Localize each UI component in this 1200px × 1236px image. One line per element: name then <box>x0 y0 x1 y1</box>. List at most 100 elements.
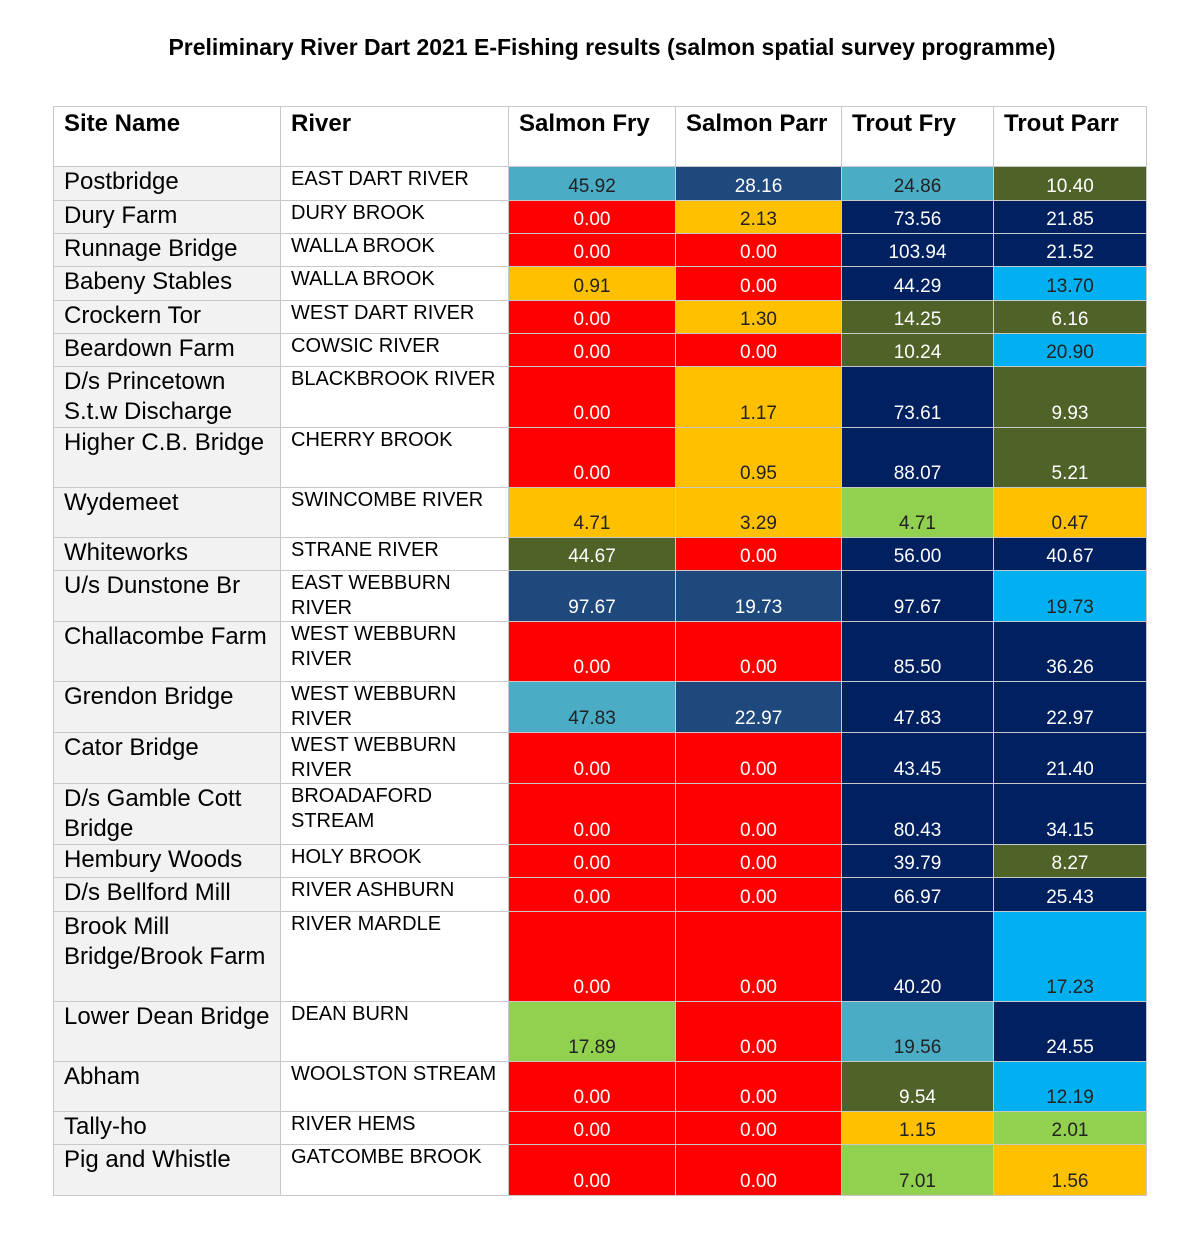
river-name: WOOLSTON STREAM <box>280 1061 509 1112</box>
table-row: Grendon Bridge WEST WEBBURN RIVER 47.83 22.… <box>53 681 1147 733</box>
value-cell: 97.67 <box>841 570 994 622</box>
value-cell: 0.00 <box>675 1144 842 1196</box>
site-name: D/s Bellford Mill <box>53 877 281 912</box>
river-name: BLACKBROOK RIVER <box>280 366 509 428</box>
site-name: D/s Princetown S.t.w Discharge <box>53 366 281 428</box>
column-header: Salmon Fry <box>508 106 676 167</box>
value-cell: 0.00 <box>675 1111 842 1145</box>
river-name: RIVER ASHBURN <box>280 877 509 912</box>
site-name: Tally-ho <box>53 1111 281 1145</box>
value-cell: 47.83 <box>841 681 994 733</box>
table-row: Beardown Farm COWSIC RIVER 0.00 0.00 10.24 20… <box>53 333 1147 367</box>
site-name: Postbridge <box>53 166 281 201</box>
table-row: Cator Bridge WEST WEBBURN RIVER 0.00 0.00 43… <box>53 732 1147 784</box>
value-cell: 73.56 <box>841 200 994 234</box>
value-cell: 0.00 <box>675 266 842 301</box>
value-cell: 56.00 <box>841 537 994 571</box>
value-cell: 2.01 <box>993 1111 1147 1145</box>
results-table: Site Name River Salmon Fry Salmon Parr Trout… <box>53 106 1147 1196</box>
header-row: Site Name River Salmon Fry Salmon Parr Trout… <box>53 106 1147 167</box>
value-cell: 0.00 <box>508 1111 676 1145</box>
table-row: Crockern Tor WEST DART RIVER 0.00 1.30 14.25… <box>53 300 1147 334</box>
value-cell: 0.00 <box>508 366 676 428</box>
value-cell: 25.43 <box>993 877 1147 912</box>
value-cell: 43.45 <box>841 732 994 784</box>
value-cell: 5.21 <box>993 427 1147 488</box>
value-cell: 21.52 <box>993 233 1147 267</box>
value-cell: 0.95 <box>675 427 842 488</box>
value-cell: 6.16 <box>993 300 1147 334</box>
value-cell: 0.00 <box>508 732 676 784</box>
table-body: Postbridge EAST DART RIVER 45.92 28.16 24.86… <box>53 166 1147 1196</box>
value-cell: 13.70 <box>993 266 1147 301</box>
table-row: D/s Princetown S.t.w Discharge BLACKBROOK… <box>53 366 1147 428</box>
river-name: DURY BROOK <box>280 200 509 234</box>
value-cell: 1.30 <box>675 300 842 334</box>
value-cell: 0.00 <box>508 233 676 267</box>
value-cell: 10.40 <box>993 166 1147 201</box>
column-header: Trout Fry <box>841 106 994 167</box>
value-cell: 88.07 <box>841 427 994 488</box>
site-name: Crockern Tor <box>53 300 281 334</box>
table-row: Postbridge EAST DART RIVER 45.92 28.16 24.86… <box>53 166 1147 201</box>
value-cell: 0.47 <box>993 487 1147 538</box>
river-name: WEST DART RIVER <box>280 300 509 334</box>
value-cell: 66.97 <box>841 877 994 912</box>
value-cell: 3.29 <box>675 487 842 538</box>
value-cell: 47.83 <box>508 681 676 733</box>
site-name: Runnage Bridge <box>53 233 281 267</box>
value-cell: 10.24 <box>841 333 994 367</box>
value-cell: 97.67 <box>508 570 676 622</box>
river-name: BROADAFORD STREAM <box>280 783 509 845</box>
table-row: Lower Dean Bridge DEAN BURN 17.89 0.00 19.56… <box>53 1001 1147 1062</box>
table-row: Babeny Stables WALLA BROOK 0.91 0.00 44.29 13… <box>53 266 1147 301</box>
table-row: D/s Bellford Mill RIVER ASHBURN 0.00 0.00 66… <box>53 877 1147 912</box>
value-cell: 44.67 <box>508 537 676 571</box>
river-name: CHERRY BROOK <box>280 427 509 488</box>
table-row: Hembury Woods HOLY BROOK 0.00 0.00 39.79 8.27 <box>53 844 1147 878</box>
value-cell: 0.00 <box>675 732 842 784</box>
value-cell: 0.00 <box>508 621 676 682</box>
value-cell: 17.89 <box>508 1001 676 1062</box>
value-cell: 0.00 <box>508 844 676 878</box>
value-cell: 0.00 <box>675 333 842 367</box>
table-row: U/s Dunstone Br EAST WEBBURN RIVER 97.67 19… <box>53 570 1147 622</box>
value-cell: 19.73 <box>993 570 1147 622</box>
site-name: U/s Dunstone Br <box>53 570 281 622</box>
value-cell: 2.13 <box>675 200 842 234</box>
value-cell: 4.71 <box>508 487 676 538</box>
river-name: DEAN BURN <box>280 1001 509 1062</box>
value-cell: 44.29 <box>841 266 994 301</box>
value-cell: 0.00 <box>675 783 842 845</box>
site-name: Whiteworks <box>53 537 281 571</box>
value-cell: 80.43 <box>841 783 994 845</box>
table-row: Higher C.B. Bridge CHERRY BROOK 0.00 0.95 88… <box>53 427 1147 488</box>
value-cell: 0.00 <box>675 1061 842 1112</box>
river-name: WALLA BROOK <box>280 266 509 301</box>
river-name: WEST WEBBURN RIVER <box>280 681 509 733</box>
value-cell: 14.25 <box>841 300 994 334</box>
value-cell: 19.56 <box>841 1001 994 1062</box>
river-name: WEST WEBBURN RIVER <box>280 732 509 784</box>
site-name: Pig and Whistle <box>53 1144 281 1196</box>
site-name: Dury Farm <box>53 200 281 234</box>
title: Preliminary River Dart 2021 E-Fishing re… <box>168 34 1056 60</box>
value-cell: 0.00 <box>508 300 676 334</box>
table-row: Wydemeet SWINCOMBE RIVER 4.71 3.29 4.71 0.47 <box>53 487 1147 538</box>
value-cell: 1.17 <box>675 366 842 428</box>
value-cell: 36.26 <box>993 621 1147 682</box>
value-cell: 0.00 <box>508 200 676 234</box>
value-cell: 39.79 <box>841 844 994 878</box>
value-cell: 21.85 <box>993 200 1147 234</box>
site-name: Beardown Farm <box>53 333 281 367</box>
river-name: COWSIC RIVER <box>280 333 509 367</box>
column-header: Site Name <box>53 106 281 167</box>
site-name: Brook Mill Bridge/Brook Farm <box>53 911 281 1002</box>
river-name: RIVER MARDLE <box>280 911 509 1002</box>
value-cell: 0.00 <box>675 911 842 1002</box>
value-cell: 0.00 <box>675 1001 842 1062</box>
value-cell: 40.67 <box>993 537 1147 571</box>
value-cell: 28.16 <box>675 166 842 201</box>
table-row: Pig and Whistle GATCOMBE BROOK 0.00 0.00 7.0… <box>53 1144 1147 1196</box>
